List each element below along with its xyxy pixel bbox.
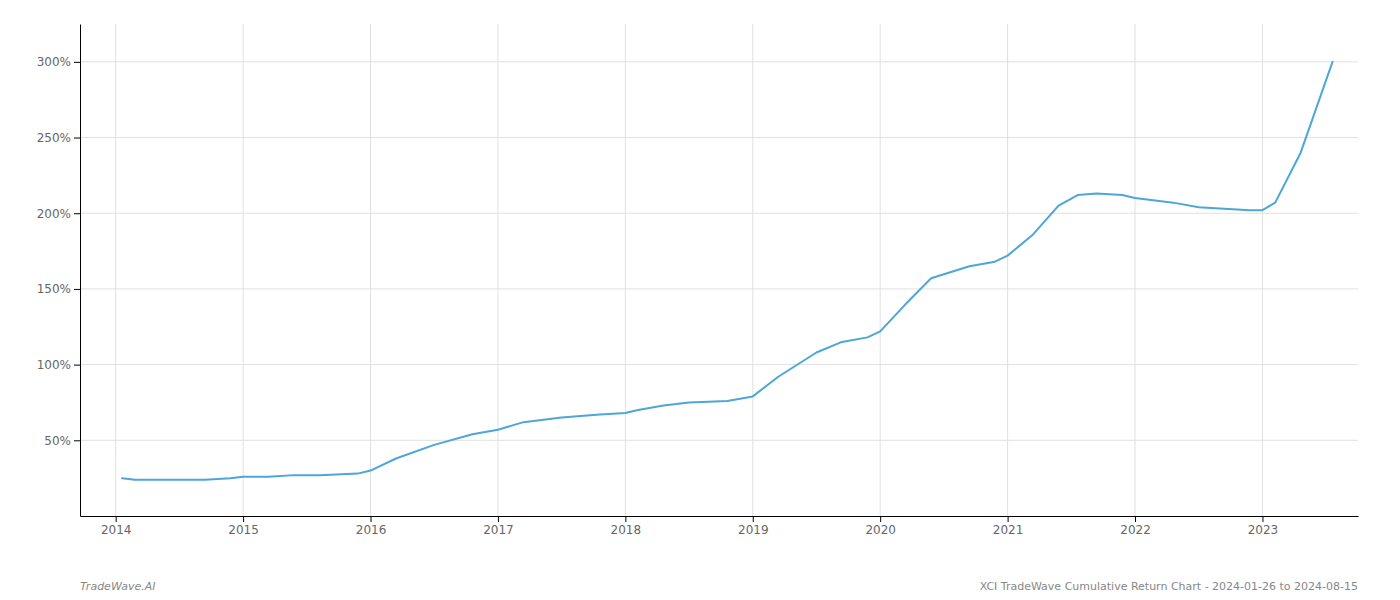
- tick-label: 300%: [37, 55, 71, 69]
- footer-annotation: TradeWave.AI: [80, 580, 155, 593]
- grid-line: [1135, 24, 1136, 516]
- x-tick: 2022: [1120, 516, 1151, 537]
- tick-mark: [1262, 516, 1263, 522]
- y-axis: 50% 100% 150% 200% 250% 300%: [37, 25, 81, 517]
- tick-label: 200%: [37, 207, 71, 221]
- tick-label: 2021: [993, 523, 1024, 537]
- grid-line: [80, 364, 1358, 365]
- grid-line: [80, 137, 1358, 138]
- tick-label: 250%: [37, 131, 71, 145]
- x-tick: 2016: [356, 516, 387, 537]
- tick-label: 2019: [738, 523, 769, 537]
- grid-line: [1007, 24, 1008, 516]
- tick-mark: [1135, 516, 1136, 522]
- x-tick: 2020: [865, 516, 896, 537]
- grid: [80, 24, 1358, 516]
- tick-mark: [74, 365, 80, 366]
- x-axis: 2014 2015 2016 2017 2018 2019 2020 2021 2022 2023: [81, 516, 1359, 537]
- x-tick: 2019: [738, 516, 769, 537]
- tick-label: 2016: [356, 523, 387, 537]
- grid-line: [80, 213, 1358, 214]
- grid-line: [752, 24, 753, 516]
- annotations: TradeWave.AI XCI TradeWave Cumulative Ret…: [80, 580, 1358, 593]
- tick-mark: [371, 516, 372, 522]
- tick-mark: [74, 440, 80, 441]
- tick-mark: [74, 62, 80, 63]
- grid-line: [625, 24, 626, 516]
- grid-line: [880, 24, 881, 516]
- tick-mark: [74, 138, 80, 139]
- y-tick: 150%: [37, 282, 80, 296]
- x-tick: 2023: [1248, 516, 1279, 537]
- data-line: [122, 62, 1332, 480]
- y-tick: 200%: [37, 207, 80, 221]
- tick-label: 2020: [865, 523, 896, 537]
- tick-mark: [74, 289, 80, 290]
- tick-mark: [880, 516, 881, 522]
- y-tick: 100%: [37, 358, 80, 372]
- tick-label: 2023: [1248, 523, 1279, 537]
- axis-line: [80, 25, 81, 517]
- tick-mark: [116, 516, 117, 522]
- tick-mark: [753, 516, 754, 522]
- x-tick: 2017: [483, 516, 514, 537]
- grid-line: [80, 288, 1358, 289]
- axis-line: [81, 516, 1359, 517]
- tick-mark: [243, 516, 244, 522]
- tick-mark: [74, 213, 80, 214]
- grid-line: [80, 440, 1358, 441]
- chart: 2014 2015 2016 2017 2018 2019 2020 2021 2022 2023…: [0, 0, 1400, 600]
- x-tick: 2014: [101, 516, 132, 537]
- grid-line: [370, 24, 371, 516]
- grid-line: [243, 24, 244, 516]
- grid-line: [115, 24, 116, 516]
- y-tick: 250%: [37, 131, 80, 145]
- grid-line: [1262, 24, 1263, 516]
- tick-label: 2017: [483, 523, 514, 537]
- tick-label: 2022: [1120, 523, 1151, 537]
- x-tick: 2021: [993, 516, 1024, 537]
- tick-mark: [625, 516, 626, 522]
- tick-label: 2014: [101, 523, 132, 537]
- tick-label: 2015: [228, 523, 259, 537]
- tick-label: 150%: [37, 282, 71, 296]
- plot-area: [122, 62, 1332, 480]
- grid-line: [497, 24, 498, 516]
- grid-line: [80, 61, 1358, 62]
- x-tick: 2015: [228, 516, 259, 537]
- tick-mark: [1008, 516, 1009, 522]
- tick-label: 50%: [44, 434, 71, 448]
- x-tick: 2018: [611, 516, 642, 537]
- tick-label: 100%: [37, 358, 71, 372]
- footer-annotation: XCI TradeWave Cumulative Return Chart - …: [980, 580, 1358, 593]
- y-tick: 300%: [37, 55, 80, 69]
- tick-label: 2018: [611, 523, 642, 537]
- y-tick: 50%: [44, 434, 80, 448]
- tick-mark: [498, 516, 499, 522]
